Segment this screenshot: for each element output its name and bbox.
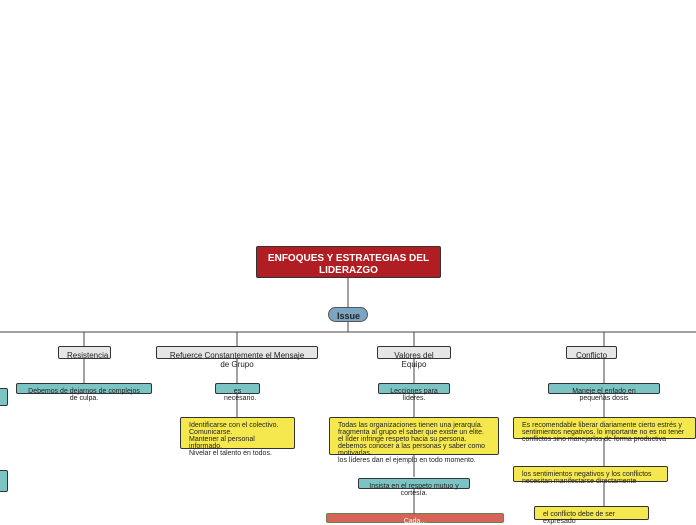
teal-maneje[interactable]: Maneje el enfado en pequeñas dosis — [548, 383, 660, 394]
redgreen-cada[interactable]: Cada... — [326, 513, 504, 523]
branch-resistencia[interactable]: Resistencia — [58, 346, 111, 359]
branch-valores[interactable]: Valores del Equipo — [377, 346, 451, 359]
teal-partial-left2 — [0, 470, 8, 492]
teal-debemos[interactable]: Debemos de dejarnos de complejos de culp… — [16, 383, 152, 394]
teal-insista[interactable]: Insista en el respeto mutuo y cortesía. — [358, 478, 470, 489]
branch-refuerce[interactable]: Refuerce Constantemente el Mensaje de Gr… — [156, 346, 318, 359]
yellow-sentimientos[interactable]: los sentimientos negativos y los conflic… — [513, 466, 668, 482]
yellow-todas[interactable]: Todas las organizaciones tienen una jera… — [329, 417, 499, 455]
yellow-elconflicto[interactable]: el conflicto debe de ser expresado — [534, 506, 649, 520]
branch-conflicto[interactable]: Conflicto — [566, 346, 617, 359]
yellow-recomendable[interactable]: Es recomendable liberar diariamente cier… — [513, 417, 696, 439]
teal-partial-left — [0, 388, 8, 406]
issue-node[interactable]: Issue — [328, 307, 368, 322]
root-node[interactable]: ENFOQUES Y ESTRATEGIAS DEL LIDERAZGO — [256, 246, 441, 278]
teal-lecciones[interactable]: Lecciones para líderes. — [378, 383, 450, 394]
yellow-identificarse[interactable]: Identificarse con el colectivo. Comunica… — [180, 417, 295, 449]
teal-esnecesario[interactable]: es necesario. — [215, 383, 260, 394]
